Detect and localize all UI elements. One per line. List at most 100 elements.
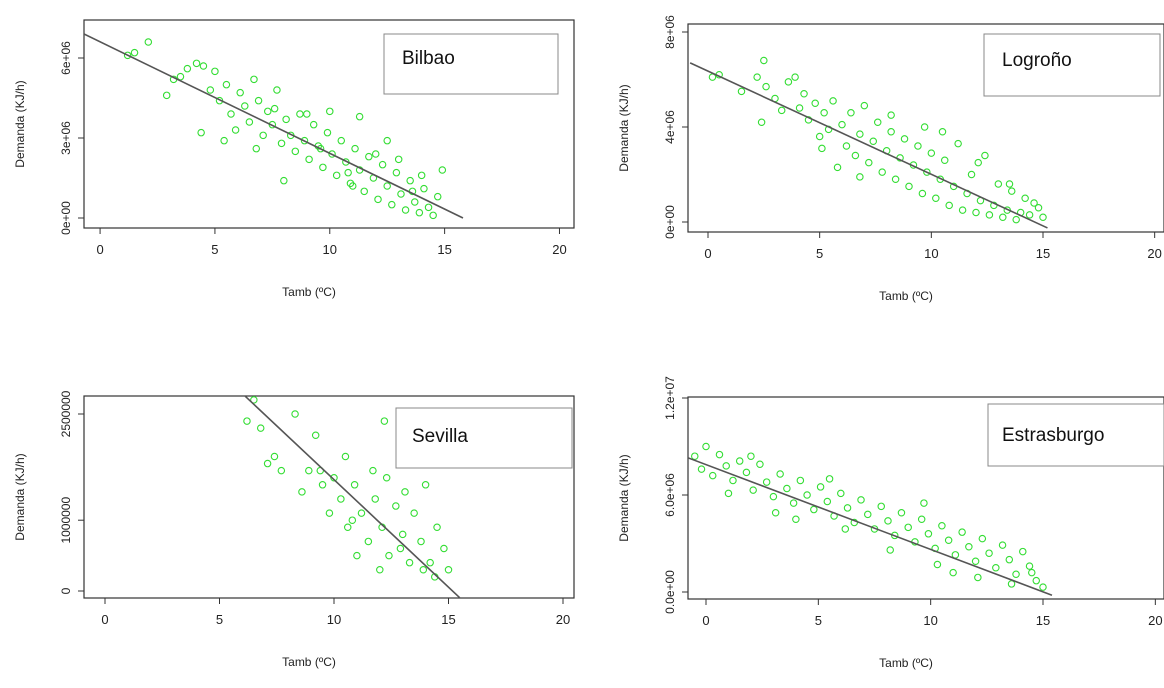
data-point <box>383 182 391 190</box>
data-point <box>724 489 733 498</box>
data-point <box>992 563 1000 572</box>
data-point <box>1021 194 1029 203</box>
data-point <box>429 211 437 220</box>
data-point <box>856 130 864 138</box>
data-point <box>757 118 766 127</box>
data-point <box>123 51 132 60</box>
data-point <box>263 459 272 468</box>
data-point <box>311 431 320 439</box>
y-axis-label: Demanda (KJ/h) <box>617 84 631 171</box>
data-point <box>264 107 272 116</box>
x-axis-label: Tamb (ºC) <box>879 656 933 670</box>
data-point <box>924 530 933 538</box>
x-tick-label: 20 <box>556 612 570 627</box>
data-point <box>371 150 380 158</box>
data-point <box>398 530 407 539</box>
data-point <box>241 102 249 110</box>
data-point <box>211 67 219 76</box>
data-point <box>415 208 424 217</box>
data-point <box>382 473 391 482</box>
data-point <box>789 499 798 507</box>
data-point <box>729 476 737 485</box>
chart-panel-2: 0 5 10 15 20 0e+00 4e+06 8e+06 Tamb (ºC) Demanda … <box>617 15 1164 303</box>
legend-city-label: Bilbao <box>402 48 455 69</box>
data-point <box>433 192 442 201</box>
data-point <box>951 551 960 559</box>
data-point <box>825 475 834 483</box>
data-point <box>938 128 947 136</box>
data-point <box>886 546 894 554</box>
plot-area <box>689 56 1048 229</box>
data-point <box>222 80 231 89</box>
x-tick-label: 10 <box>323 242 337 257</box>
data-point <box>417 537 425 546</box>
data-point <box>285 340 291 346</box>
x-tick-label: 20 <box>1148 613 1162 628</box>
data-point <box>938 521 946 530</box>
data-point <box>887 128 895 136</box>
data-point <box>309 120 318 129</box>
data-point <box>318 481 327 489</box>
data-point <box>985 549 993 557</box>
data-point <box>270 104 279 113</box>
data-point <box>371 495 379 503</box>
x-tick-label: 20 <box>552 242 566 257</box>
data-point <box>1019 547 1027 556</box>
data-point <box>965 542 973 551</box>
data-point <box>803 491 811 499</box>
x-tick-label: 15 <box>441 612 455 627</box>
y-tick-label: 4e+06 <box>663 110 677 144</box>
data-point <box>783 484 791 493</box>
x-tick-label: 15 <box>1036 613 1050 628</box>
x-tick-label: 20 <box>1147 246 1161 261</box>
y-tick-label: 6e+06 <box>59 41 73 75</box>
x-tick-label: 0 <box>96 242 103 257</box>
y-tick-label: 0.0e+00 <box>663 570 677 614</box>
data-point <box>958 206 967 214</box>
data-point <box>280 176 288 185</box>
x-tick-label: 0 <box>704 246 711 261</box>
y-axis-label: Demanda (KJ/h) <box>13 453 27 540</box>
data-point <box>328 150 336 158</box>
data-point <box>927 149 936 157</box>
chart-panel-4: 0 5 10 15 20 0.0e+00 6.0e+06 1.2e+07 Tamb (ºC) De… <box>617 376 1164 670</box>
data-point <box>860 101 869 110</box>
data-point <box>330 473 338 482</box>
data-point <box>326 107 334 116</box>
data-point <box>1025 562 1034 570</box>
data-point <box>378 160 387 169</box>
data-point <box>884 517 892 525</box>
data-point <box>800 90 808 98</box>
data-point <box>433 523 441 532</box>
data-point <box>254 96 263 105</box>
data-point <box>981 151 989 160</box>
data-point <box>333 354 339 360</box>
data-point <box>291 147 300 156</box>
x-axis-label: Tamb (ºC) <box>282 285 336 299</box>
data-point <box>329 347 335 353</box>
data-point <box>897 509 906 517</box>
data-point <box>838 120 846 129</box>
legend-box <box>395 407 573 469</box>
data-point <box>348 516 357 524</box>
data-point <box>262 347 268 353</box>
data-point <box>851 151 860 160</box>
data-point <box>351 144 359 153</box>
data-point <box>305 155 313 164</box>
data-point <box>833 163 842 172</box>
legend-city-label: Sevilla <box>412 426 468 447</box>
data-point <box>376 566 384 574</box>
data-point <box>857 496 865 504</box>
data-point <box>300 136 309 145</box>
data-point <box>978 534 987 543</box>
data-point <box>756 460 764 469</box>
data-point <box>290 340 296 346</box>
data-point <box>753 73 761 81</box>
data-point <box>298 488 306 496</box>
data-point <box>933 560 942 569</box>
data-point <box>421 481 430 489</box>
data-point <box>417 171 426 180</box>
data-point <box>1012 570 1020 578</box>
data-point <box>397 190 405 198</box>
data-point <box>762 82 770 91</box>
